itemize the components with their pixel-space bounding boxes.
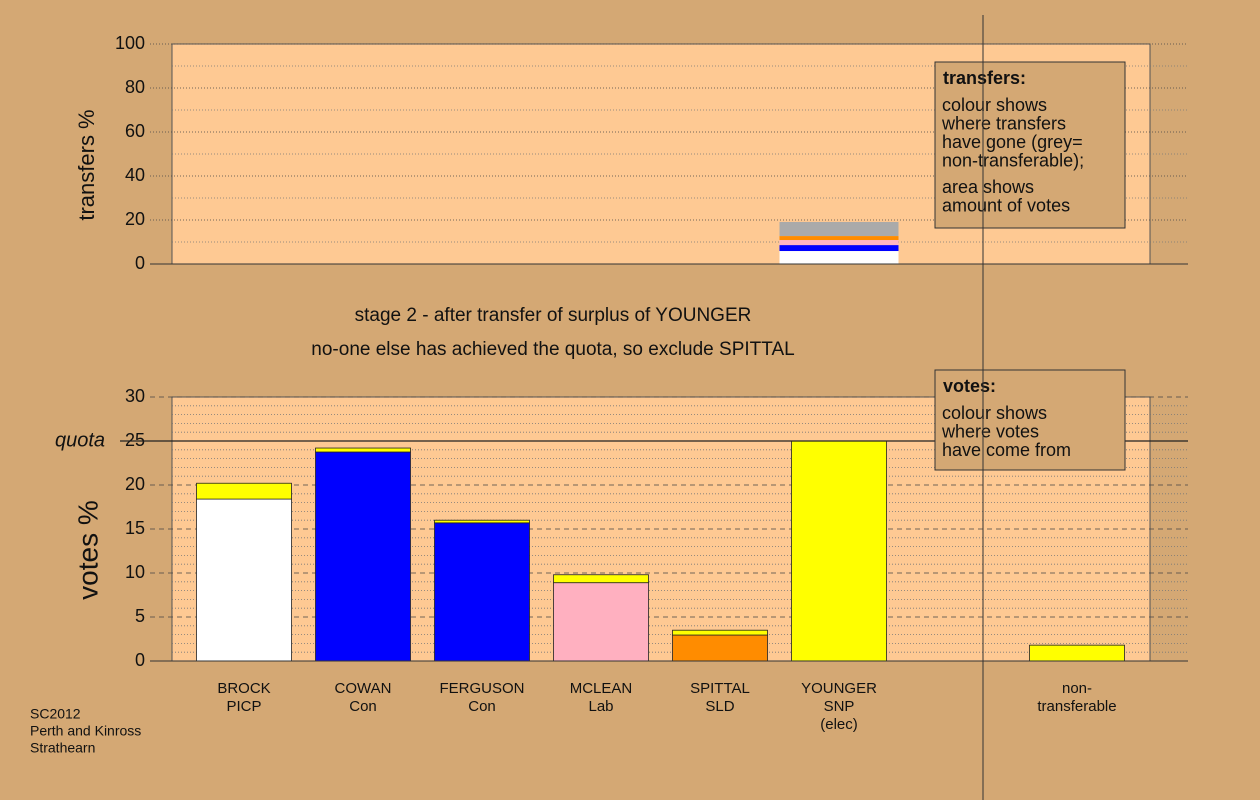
y-tick-label: 5 (135, 606, 145, 626)
bar-segment (196, 482, 292, 500)
note-title: transfers: (943, 68, 1026, 88)
footer-text: Strathearn (30, 740, 95, 756)
bar-segment (779, 221, 899, 237)
x-tick-label: PICP (226, 698, 261, 715)
bar-segment (434, 522, 530, 662)
y-tick-label: 0 (135, 253, 145, 273)
chart-title: no-one else has achieved the quota, so e… (311, 339, 794, 360)
note-box (934, 61, 1126, 229)
x-tick-label: Lab (588, 698, 613, 715)
bar-segment (779, 236, 899, 241)
note-text: amount of votes (942, 195, 1070, 215)
bar-segment (779, 240, 899, 246)
y-tick-label: 15 (125, 518, 145, 538)
x-tick-label: SNP (824, 698, 855, 715)
y-tick-label: 10 (125, 562, 145, 582)
x-tick-label: MCLEAN (570, 680, 633, 697)
y-tick-label: 0 (135, 650, 145, 670)
note-text: colour shows (942, 403, 1047, 423)
x-tick-label: Con (468, 698, 496, 715)
y-tick-label: 20 (125, 209, 145, 229)
bar-segment (779, 251, 899, 264)
note-text: where votes (941, 421, 1039, 441)
y-tick-label: 60 (125, 121, 145, 141)
bar-segment (315, 447, 411, 453)
x-tick-label: FERGUSON (439, 680, 524, 697)
x-tick-label: (elec) (820, 716, 858, 733)
y-tick-label: 25 (125, 430, 145, 450)
note-text: non-transferable); (942, 150, 1084, 170)
bar-segment (315, 451, 411, 662)
x-tick-label: SPITTAL (690, 680, 750, 697)
quota-label: quota (55, 429, 105, 451)
y-tick-label: 40 (125, 165, 145, 185)
y-tick-label: 100 (115, 33, 145, 53)
y-tick-label: 80 (125, 77, 145, 97)
footer-text: SC2012 (30, 706, 81, 722)
note-text: where transfers (941, 113, 1066, 133)
x-tick-label: COWAN (335, 680, 392, 697)
note-text: colour shows (942, 95, 1047, 115)
note-text: area shows (942, 177, 1034, 197)
note-title: votes: (943, 376, 996, 396)
bar-segment (779, 245, 899, 252)
x-tick-label: YOUNGER (801, 680, 877, 697)
y-axis-title: transfers % (74, 109, 99, 220)
bar-segment (553, 574, 649, 584)
y-axis-title: votes % (72, 500, 103, 600)
note-text: have gone (grey= (942, 132, 1083, 152)
note-box (934, 369, 1126, 471)
x-tick-label: SLD (705, 698, 734, 715)
chart-title: stage 2 - after transfer of surplus of Y… (355, 305, 752, 326)
bar-segment (791, 440, 887, 662)
x-tick-label: transferable (1037, 698, 1116, 715)
x-tick-label: Con (349, 698, 377, 715)
x-tick-label: non- (1062, 680, 1092, 697)
bar-segment (672, 634, 768, 662)
bar-segment (196, 498, 292, 662)
x-tick-label: BROCK (217, 680, 270, 697)
y-tick-label: 20 (125, 474, 145, 494)
bar-segment (672, 629, 768, 636)
bar-segment (434, 519, 530, 524)
y-tick-label: 30 (125, 386, 145, 406)
bar-segment (1029, 644, 1125, 662)
note-text: have come from (942, 440, 1071, 460)
footer-text: Perth and Kinross (30, 723, 141, 739)
bar-segment (553, 582, 649, 662)
